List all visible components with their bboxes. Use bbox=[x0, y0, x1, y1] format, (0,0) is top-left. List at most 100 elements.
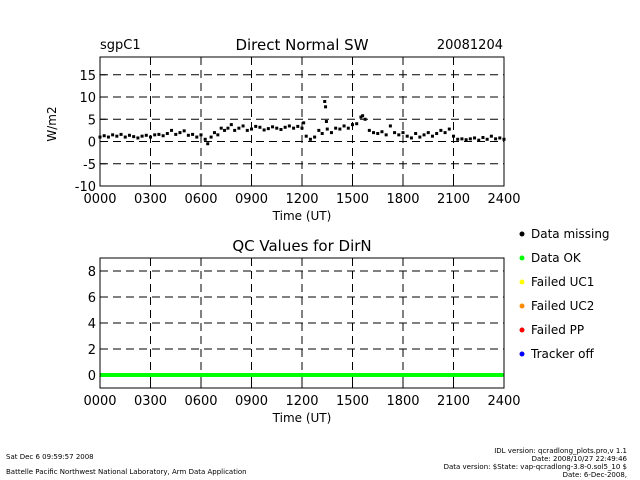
chart1-data-point bbox=[237, 126, 241, 130]
chart1-xtick-label: 0300 bbox=[134, 192, 167, 207]
chart1-data-point bbox=[153, 133, 157, 137]
chart1-data-point bbox=[275, 126, 279, 130]
chart1-data-point bbox=[334, 126, 338, 130]
chart1-data-point bbox=[414, 132, 418, 136]
chart1-data-point bbox=[250, 127, 253, 131]
chart1-data-point bbox=[287, 124, 291, 128]
chart1-ytick-label: 15 bbox=[79, 69, 96, 84]
chart1-data-point bbox=[258, 125, 262, 129]
chart1-data-point bbox=[206, 142, 210, 146]
chart1-data-point bbox=[351, 123, 354, 127]
chart1-data-point bbox=[324, 105, 328, 109]
chart2-ticks: 0000 0300 0600 0900 1200 1500 1800 2100 2400 0 2 4 6… bbox=[83, 265, 520, 409]
chart1-data-point bbox=[119, 132, 123, 136]
chart1-data-point bbox=[435, 132, 439, 136]
chart1-data-point bbox=[212, 131, 216, 135]
chart1-data-point bbox=[489, 134, 493, 138]
chart1-data-point bbox=[313, 135, 317, 139]
chart1-data-point bbox=[266, 127, 270, 131]
chart1-data-point bbox=[157, 132, 161, 136]
chart2-ytick-label: 2 bbox=[88, 343, 96, 358]
chart1-data-point bbox=[468, 137, 472, 141]
chart1-data-point bbox=[233, 128, 237, 132]
chart1-data-point bbox=[102, 134, 106, 138]
chart2-ytick-label: 4 bbox=[88, 317, 96, 332]
chart1-xtick-label: 2400 bbox=[487, 192, 520, 207]
chart1-data-point bbox=[165, 132, 169, 136]
chart1-data-point bbox=[363, 117, 367, 121]
chart1-data-point bbox=[320, 132, 324, 136]
chart1-ytick-label: -10 bbox=[75, 180, 96, 195]
chart1-ytick-label: 10 bbox=[79, 91, 96, 106]
chart1-data-point bbox=[182, 129, 186, 133]
chart1-ytick-label: 5 bbox=[88, 113, 96, 128]
chart1-data-point bbox=[324, 120, 328, 123]
footer-lab: Battelle Pacific Northwest National Labo… bbox=[6, 468, 247, 476]
chart1-data-point bbox=[245, 128, 249, 132]
chart1-data-point bbox=[186, 133, 190, 137]
chart1-data-point bbox=[367, 128, 371, 132]
chart1-data-point bbox=[283, 125, 287, 129]
chart1-data-point bbox=[405, 134, 409, 138]
chart1-data-point bbox=[338, 127, 342, 131]
chart1-data-point bbox=[342, 124, 346, 128]
chart1-xtick-label: 1500 bbox=[336, 192, 369, 207]
chart1-ytick-label: -5 bbox=[83, 158, 96, 173]
chart1-data-point bbox=[292, 126, 296, 130]
chart1-data-point bbox=[443, 131, 447, 135]
chart1-data-point bbox=[380, 130, 384, 134]
footer-idl-version: IDL version: qcradlong_plots.pro,v 1.1 bbox=[494, 447, 627, 455]
chart1-data-point bbox=[199, 133, 203, 137]
legend-marker bbox=[519, 279, 525, 285]
legend-label: Data missing bbox=[531, 227, 610, 241]
chart1-data-point bbox=[325, 127, 329, 131]
legend-label: Tracker off bbox=[530, 347, 594, 361]
chart1-data-point bbox=[439, 128, 443, 132]
chart2-ytick-label: 6 bbox=[88, 291, 96, 306]
chart1-data-point bbox=[216, 133, 220, 137]
legend-label: Failed UC2 bbox=[531, 299, 594, 313]
chart1-data-point bbox=[464, 138, 468, 142]
chart1-ylabel: W/m2 bbox=[45, 106, 59, 141]
chart1-data-point bbox=[473, 136, 477, 140]
chart1-data-point bbox=[144, 133, 148, 137]
chart1-data-point bbox=[178, 131, 182, 135]
chart1-data-point bbox=[203, 137, 207, 141]
chart2-xlabel: Time (UT) bbox=[272, 411, 332, 425]
legend-marker bbox=[519, 327, 525, 333]
chart1-data-point bbox=[494, 137, 498, 141]
chart1-data-point bbox=[308, 137, 312, 141]
chart1-xtick-label: 0900 bbox=[235, 192, 268, 207]
chart1-data-point bbox=[456, 137, 460, 141]
chart1-data-point bbox=[460, 137, 464, 141]
chart1-data-point bbox=[296, 124, 300, 128]
chart1-data-point bbox=[136, 136, 140, 140]
chart1-data-point bbox=[481, 136, 485, 140]
chart1-data-point bbox=[376, 132, 380, 136]
legend-label: Failed PP bbox=[531, 323, 584, 337]
chart1-data-point bbox=[279, 128, 283, 132]
chart2-xtick-label: 1800 bbox=[386, 394, 419, 409]
chart1-data-point bbox=[111, 133, 115, 137]
chart1-data-point bbox=[241, 124, 245, 128]
chart1-ticks: 0000 0300 0600 0900 1200 1500 1800 2100 2400 -10 -… bbox=[75, 69, 521, 207]
chart1-data-point bbox=[452, 134, 455, 138]
chart2-xtick-label: 0000 bbox=[83, 394, 116, 409]
chart1-data-point bbox=[132, 135, 136, 139]
chart1-data-point bbox=[195, 135, 199, 139]
chart1-data-point bbox=[209, 135, 213, 139]
chart1-points bbox=[98, 99, 506, 146]
chart1-data-point bbox=[161, 134, 165, 138]
chart1-data-point bbox=[271, 125, 275, 129]
legend-marker bbox=[519, 255, 525, 261]
chart1-data-point bbox=[485, 137, 489, 141]
chart2-xtick-label: 0300 bbox=[134, 394, 167, 409]
chart1-data-point bbox=[388, 124, 392, 128]
chart1-xtick-label: 2100 bbox=[437, 192, 470, 207]
chart1-data-point bbox=[409, 136, 413, 140]
chart1-xlabel: Time (UT) bbox=[272, 209, 332, 223]
legend-marker bbox=[519, 303, 525, 309]
chart1-data-point bbox=[426, 131, 430, 135]
